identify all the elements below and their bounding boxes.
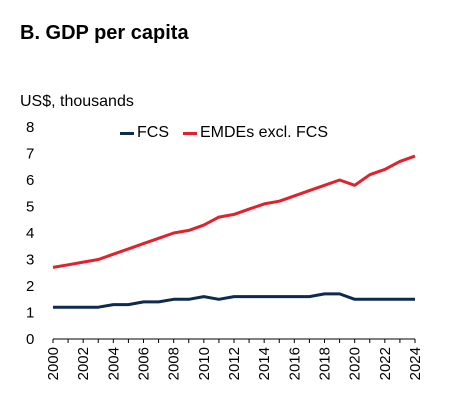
- x-tick-label: 2014: [256, 347, 273, 380]
- y-axis-unit-label: US$, thousands: [20, 93, 134, 110]
- series-line-emdes-excl-fcs: [52, 154, 416, 269]
- y-tick-label: 2: [26, 278, 34, 295]
- x-tick-label: 2004: [105, 347, 122, 380]
- x-tick-label: 2018: [317, 347, 334, 380]
- legend-item-emdes: EMDEs excl. FCS: [183, 124, 328, 142]
- x-tick-label: 2002: [75, 347, 92, 380]
- y-tick-label: 0: [26, 331, 34, 348]
- legend-label-fcs: FCS: [137, 124, 169, 141]
- x-tick-label: 2016: [286, 347, 303, 380]
- x-tick-label: 2012: [226, 347, 243, 380]
- y-tick-label: 8: [26, 119, 34, 136]
- legend: FCS EMDEs excl. FCS: [120, 124, 342, 142]
- y-tick-label: 4: [26, 225, 34, 242]
- y-tick-label: 5: [26, 199, 34, 216]
- x-tick-label: 2010: [196, 347, 213, 380]
- y-tick-label: 7: [26, 146, 34, 163]
- y-tick-label: 3: [26, 252, 34, 269]
- series-line-fcs: [53, 292, 415, 309]
- legend-item-fcs: FCS: [120, 124, 169, 142]
- legend-swatch-fcs: [120, 131, 134, 135]
- chart-title: B. GDP per capita: [20, 22, 189, 44]
- x-tick-label: 2006: [136, 347, 153, 380]
- y-tick-label: 1: [26, 305, 34, 322]
- x-tick-label: 2020: [347, 347, 364, 380]
- x-tick-label: 2024: [407, 347, 424, 380]
- x-tick-label: 2000: [45, 347, 62, 380]
- legend-label-emdes: EMDEs excl. FCS: [200, 124, 329, 141]
- y-tick-label: 6: [26, 172, 34, 189]
- legend-swatch-emdes: [183, 131, 197, 135]
- x-tick-label: 2008: [166, 347, 183, 380]
- x-tick-label: 2022: [377, 347, 394, 380]
